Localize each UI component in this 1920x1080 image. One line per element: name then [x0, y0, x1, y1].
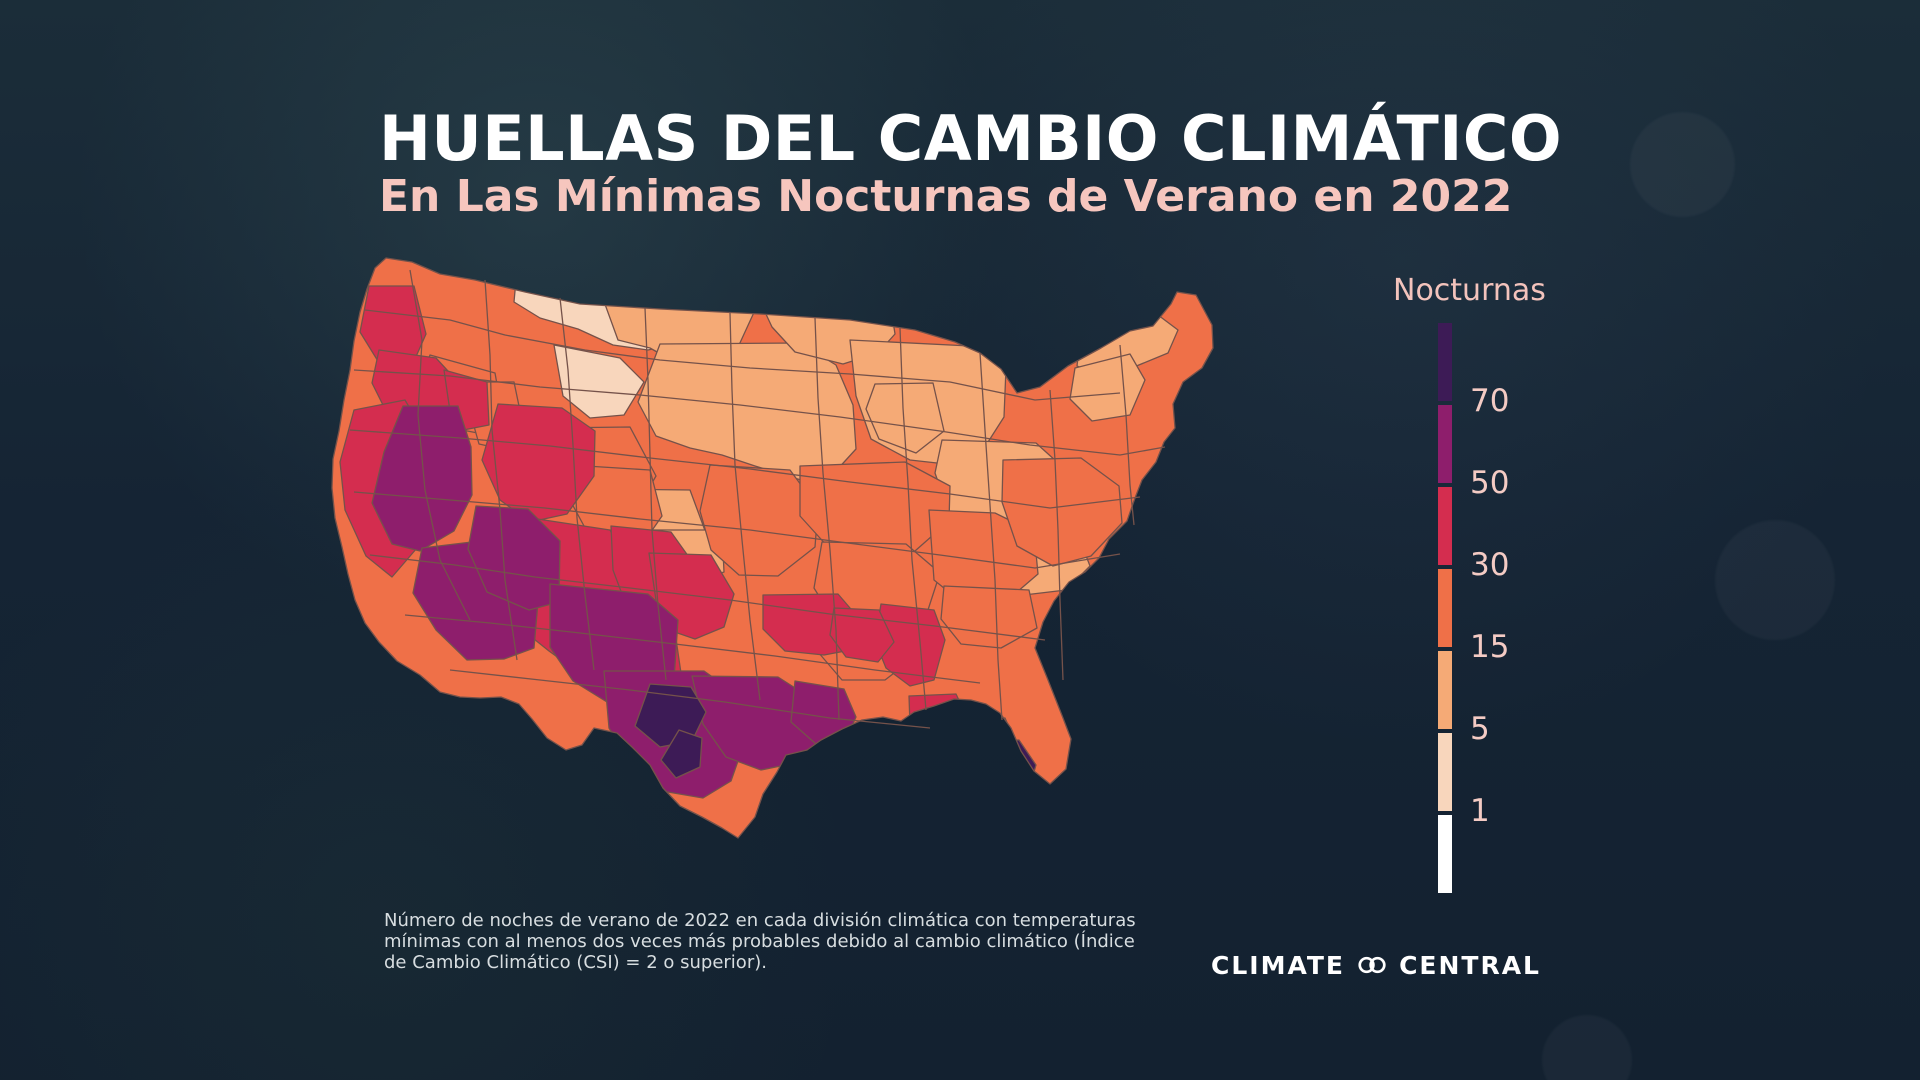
- background-bokeh: [1715, 520, 1835, 640]
- legend-label-15: 15: [1470, 629, 1510, 665]
- brand-left-text: CLIMATE: [1211, 950, 1345, 980]
- legend-swatch-5-15: [1438, 651, 1452, 729]
- legend-swatch-15-30: [1438, 569, 1452, 647]
- footnote: Número de noches de verano de 2022 en ca…: [384, 910, 1136, 973]
- legend-label-50: 50: [1470, 465, 1510, 501]
- legend-swatch-70-plus: [1438, 323, 1452, 401]
- map-regions: [332, 258, 1213, 838]
- legend-color-bar: [1438, 323, 1452, 895]
- legend-label-5: 5: [1470, 711, 1490, 747]
- page-title: HUELLAS DEL CAMBIO CLIMÁTICO: [379, 102, 1563, 175]
- legend-label-1: 1: [1470, 793, 1490, 829]
- page-subtitle: En Las Mínimas Nocturnas de Verano en 20…: [379, 171, 1513, 222]
- brand-right-text: CENTRAL: [1399, 950, 1541, 980]
- legend-swatch-1-5: [1438, 733, 1452, 811]
- legend-label-70: 70: [1470, 383, 1510, 419]
- brand-logo: CLIMATE CENTRAL: [1211, 947, 1541, 983]
- legend-swatch-30-50: [1438, 487, 1452, 565]
- legend-swatch-below-1: [1438, 815, 1452, 893]
- climate-central-rings-icon: [1358, 956, 1386, 974]
- us-map-svg: [331, 257, 1214, 839]
- background-bokeh: [1542, 1015, 1632, 1080]
- legend-label-30: 30: [1470, 547, 1510, 583]
- legend-title: Nocturnas: [1393, 273, 1546, 308]
- legend-swatch-50-70: [1438, 405, 1452, 483]
- us-climate-division-map: [330, 250, 1370, 900]
- division-boundaries: [331, 257, 1214, 839]
- background-bokeh: [1630, 112, 1735, 217]
